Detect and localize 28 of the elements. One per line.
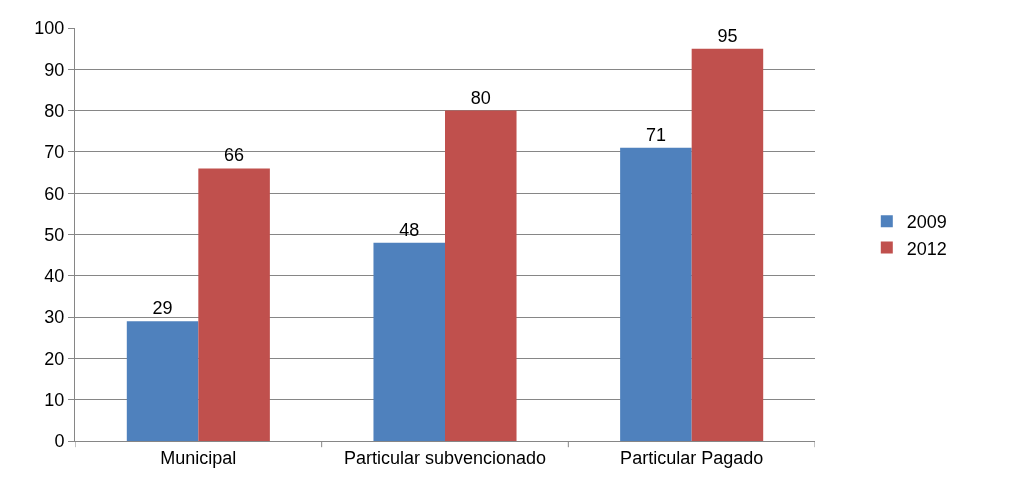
y-tick-label: 80 <box>44 100 65 121</box>
bar <box>126 321 199 441</box>
y-tick-label: 70 <box>44 142 65 163</box>
y-tick-label: 10 <box>44 390 65 410</box>
y-tick-label: 30 <box>44 307 65 328</box>
y-tick-label: 100 <box>34 18 65 39</box>
data-label: 66 <box>224 145 245 166</box>
data-label: 48 <box>399 219 420 240</box>
x-tick-label: Particular subvencionado <box>343 447 547 468</box>
bar <box>691 48 764 441</box>
data-label: 71 <box>645 124 666 145</box>
y-tick-label: 50 <box>44 224 65 245</box>
bar <box>373 242 445 441</box>
legend-label: 2012 <box>906 238 947 259</box>
data-label: 29 <box>152 298 173 319</box>
bar <box>198 168 270 441</box>
y-tick-label: 20 <box>44 348 65 369</box>
legend-label: 2009 <box>906 212 947 233</box>
bar <box>445 110 517 441</box>
y-tick-label: 0 <box>54 431 65 452</box>
y-tick-label: 60 <box>44 183 65 204</box>
data-label: 95 <box>717 25 738 46</box>
x-tick-label: Particular Pagado <box>620 447 764 468</box>
y-tick-label: 90 <box>44 59 65 80</box>
data-label: 80 <box>470 87 491 108</box>
y-tick-label: 40 <box>44 266 65 287</box>
x-tick-label: Municipal <box>160 447 237 468</box>
bar <box>620 147 692 441</box>
